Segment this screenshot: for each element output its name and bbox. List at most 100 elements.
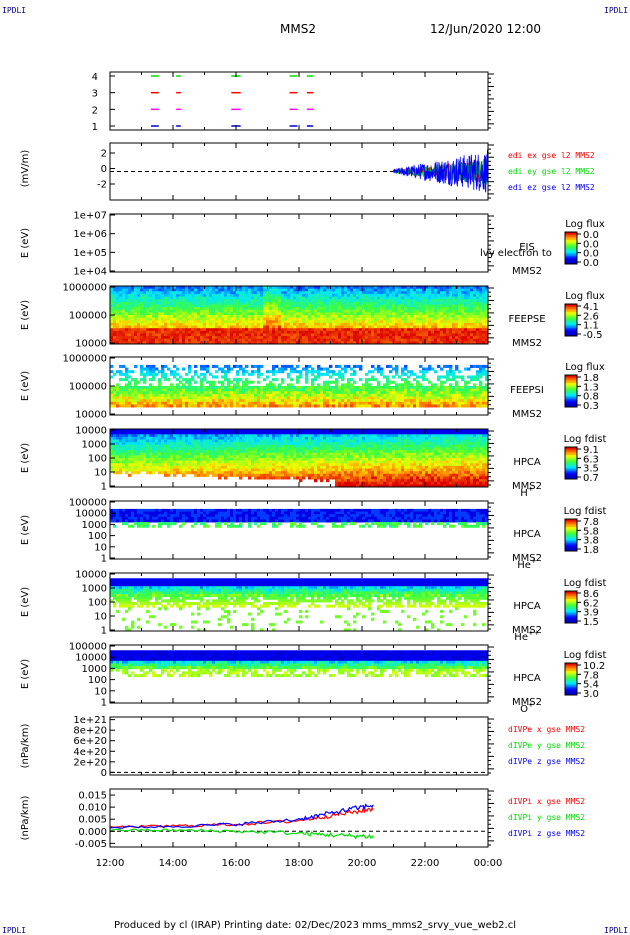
spectrogram-cell [122,326,125,329]
spectrogram-cell [236,310,239,313]
spectrogram-cell [200,289,203,292]
spectrogram-cell [461,302,464,305]
spectrogram-cell [116,466,119,469]
spectrogram-cell [137,307,140,310]
spectrogram-cell [149,453,152,456]
spectrogram-cell [218,312,221,315]
spectrogram-cell [293,402,296,405]
spectrogram-cell [344,328,347,331]
spectrogram-cell [350,394,353,397]
spectrogram-cell [476,289,479,292]
spectrogram-cell [482,397,485,400]
spectrogram-cell [203,289,206,292]
spectrogram-cell [191,294,194,297]
spectrogram-cell [260,318,263,321]
spectrogram-cell [167,469,170,472]
spectrogram-cell [401,307,404,310]
spectrogram-cell [359,315,362,318]
spectrogram-cell [377,312,380,315]
spectrogram-cell [182,331,185,334]
spectrogram-cell [149,466,152,469]
spectrogram-cell [299,391,302,394]
spectrogram-cell [164,373,167,376]
spectrogram-cell [278,297,281,300]
spectrogram-cell [158,312,161,315]
spectrogram-cell [404,333,407,336]
spectrogram-cell [407,333,410,336]
spectrogram-cell [158,307,161,310]
y-tick-label: 10000 [75,410,107,421]
spectrogram-cell [119,399,122,402]
spectrogram-cell [308,310,311,313]
spectrogram-cell [134,394,137,397]
spectrogram-cell [392,336,395,339]
spectrogram-cell [254,402,257,405]
spectrogram-cell [149,326,152,329]
spectrogram-cell [119,323,122,326]
spectrogram-cell [449,318,452,321]
spectrogram-cell [470,378,473,381]
spectrogram-cell [227,389,230,392]
spectrogram-cell [155,463,158,466]
spectrogram-cell [191,297,194,300]
spectrogram-cell [242,310,245,313]
spectrogram-cell [272,294,275,297]
spectrogram-cell [116,318,119,321]
spectrogram-cell [254,304,257,307]
spectrogram-cell [413,336,416,339]
spectrogram-cell [305,302,308,305]
spectrogram-cell [236,289,239,292]
spectrogram-cell [227,402,230,405]
spectrogram-cell [161,297,164,300]
spectrogram-cell [413,318,416,321]
spectrogram-cell [272,307,275,310]
spectrogram-cell [374,310,377,313]
spectrogram-cell [218,323,221,326]
spectrogram-cell [275,378,278,381]
spectrogram-cell [212,299,215,302]
spectrogram-cell [206,310,209,313]
spectrogram-cell [155,389,158,392]
spectrogram-cell [434,370,437,373]
spectrogram-cell [347,389,350,392]
spectrogram-cell [254,397,257,400]
spectrogram-cell [392,368,395,371]
spectrogram-cell [434,404,437,407]
spectrogram-cell [257,323,260,326]
spectrogram-cell [248,291,251,294]
spectrogram-cell [350,297,353,300]
spectrogram-cell [266,297,269,300]
spectrogram-cell [284,318,287,321]
spectrogram-cell [338,320,341,323]
spectrogram-cell [362,307,365,310]
spectrogram-cell [470,339,473,342]
spectrogram-cell [416,294,419,297]
spectrogram-cell [200,299,203,302]
spectrogram-cell [278,304,281,307]
spectrogram-cell [266,389,269,392]
spectrogram-cell [398,323,401,326]
spectrogram-cell [284,326,287,329]
spectrogram-cell [383,294,386,297]
spectrogram-cell [374,333,377,336]
spectrogram-cell [416,318,419,321]
spacecraft-label: MMS2 [512,338,542,349]
spectrogram-cell [155,333,158,336]
spectrogram-cell [479,328,482,331]
spectrogram-cell [230,331,233,334]
spectrogram-cell [410,310,413,313]
spectrogram-cell [230,320,233,323]
spectrogram-cell [419,370,422,373]
spectrogram-cell [305,304,308,307]
spectrogram-cell [146,455,149,458]
spectrogram-cell [197,318,200,321]
spectrogram-cell [476,394,479,397]
spectrogram-cell [206,339,209,342]
spectrogram-cell [332,297,335,300]
spectrogram-cell [479,326,482,329]
spectrogram-cell [311,394,314,397]
spectrogram-cell [479,402,482,405]
spectrogram-cell [233,323,236,326]
spectrogram-cell [401,378,404,381]
spectrogram-cell [422,386,425,389]
